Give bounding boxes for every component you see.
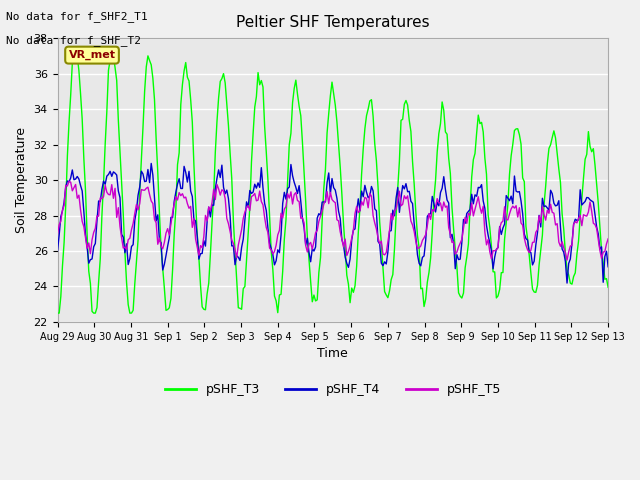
Text: No data for f_SHF2_T1: No data for f_SHF2_T1	[6, 11, 148, 22]
Legend: pSHF_T3, pSHF_T4, pSHF_T5: pSHF_T3, pSHF_T4, pSHF_T5	[159, 378, 506, 401]
Title: Peltier SHF Temperatures: Peltier SHF Temperatures	[236, 15, 429, 30]
Text: VR_met: VR_met	[68, 50, 116, 60]
X-axis label: Time: Time	[317, 347, 348, 360]
Text: No data for f_SHF_T2: No data for f_SHF_T2	[6, 35, 141, 46]
Y-axis label: Soil Temperature: Soil Temperature	[15, 127, 28, 233]
